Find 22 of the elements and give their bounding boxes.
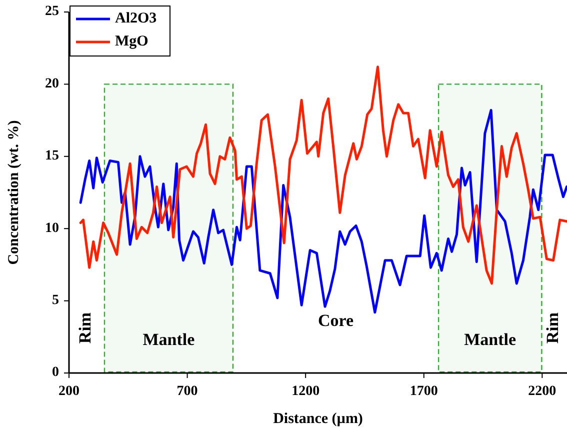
y-tick-label: 0 [52, 365, 59, 380]
annotation: Rim [76, 312, 95, 344]
x-tick-label: 700 [176, 384, 198, 399]
line-series [79, 66, 567, 285]
annotation: Core [318, 310, 354, 330]
y-tick-label: 20 [45, 76, 59, 92]
y-tick-label: 5 [52, 293, 59, 308]
x-tick-label: 1700 [410, 384, 438, 399]
x-tick-label: 200 [58, 384, 80, 399]
y-axis-title: Concentration (wt. %) [6, 120, 22, 265]
annotation: Rim [543, 312, 562, 344]
y-tick-label: 10 [45, 220, 59, 236]
x-tick-label: 1200 [292, 384, 320, 399]
y-tick-label: 15 [45, 148, 59, 164]
band-label: Mantle [464, 330, 517, 349]
band-label: Mantle [142, 330, 196, 349]
x-axis-title: Distance (µm) [273, 411, 363, 427]
y-tick-label: 25 [45, 4, 59, 20]
x-tick-label: 2200 [528, 384, 556, 399]
legend-label: Al2O3 [115, 10, 157, 26]
line-series [79, 108, 567, 314]
legend-label: MgO [115, 33, 148, 50]
